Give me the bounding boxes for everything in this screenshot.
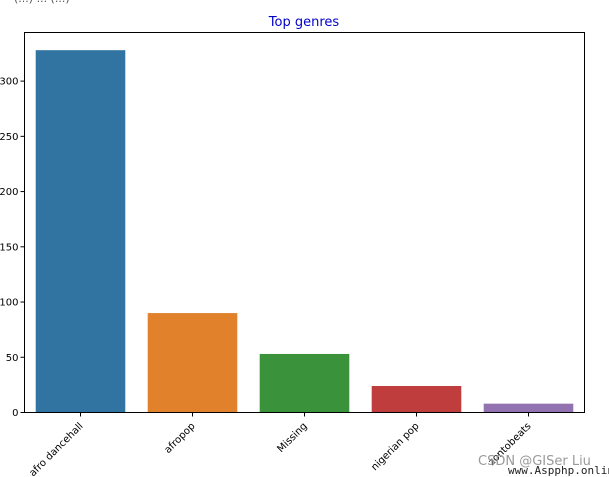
bars-group — [35, 50, 574, 413]
x-axis: afro dancehall afropop Missing nigerian pop… — [27, 412, 534, 477]
y-axis: 0 50 100 150 200 250 300 — [0, 77, 25, 419]
bar-zontobeats — [483, 403, 574, 413]
y-tick-label: 250 — [0, 132, 19, 143]
bar-missing — [259, 353, 350, 413]
watermark-csdn: CSDN @GISer Liu — [478, 454, 591, 469]
x-tick-label: nigerian pop — [369, 421, 421, 473]
bar-afro-dancehall — [35, 50, 126, 413]
y-tick-label: 0 — [12, 408, 18, 419]
bar-nigerian-pop — [371, 385, 462, 413]
y-tick-label: 300 — [0, 77, 19, 88]
y-tick-label: 150 — [0, 242, 19, 253]
y-tick-label: 200 — [0, 187, 19, 198]
watermark-site: www.Aspphp.online — [508, 464, 609, 477]
bar-afropop — [147, 313, 238, 413]
cropped-code-text: (...) ... (...) — [14, 0, 70, 5]
x-tick-label: Missing — [275, 421, 309, 455]
y-tick-label: 100 — [0, 298, 19, 309]
chart-title: Top genres — [268, 15, 340, 30]
plot-frame — [24, 32, 585, 413]
y-tick-label: 50 — [6, 353, 19, 364]
x-tick-label: afropop — [163, 421, 198, 456]
x-tick-label: afro dancehall — [27, 421, 85, 477]
